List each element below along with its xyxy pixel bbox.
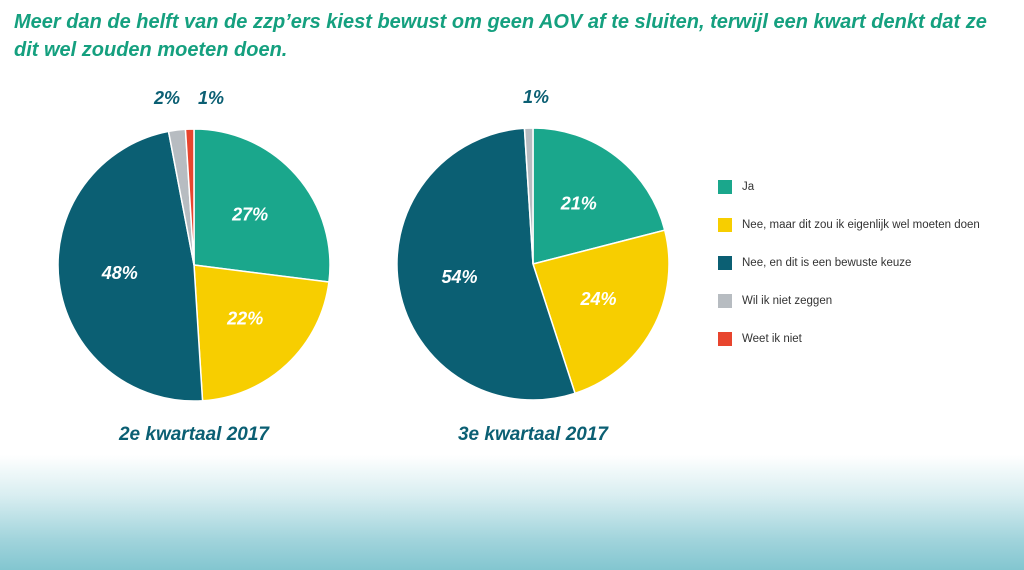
- pie-slice: [396, 127, 576, 401]
- chart-title: Meer dan de helft van de zzp’ers kiest b…: [14, 11, 987, 61]
- legend-swatch: [718, 180, 732, 194]
- legend-label: Nee, maar dit zou ik eigenlijk wel moete…: [742, 219, 980, 231]
- legend-label: Nee, en dit is een bewuste keuze: [742, 257, 912, 269]
- legend-item-nee-bewust: Nee, en dit is een bewuste keuze: [718, 244, 1018, 282]
- slice-label: 22%: [226, 308, 263, 328]
- legend-item-wil-niet: Wil ik niet zeggen: [718, 282, 1018, 320]
- legend-item-ja: Ja: [718, 168, 1018, 206]
- pie-slice: [184, 128, 195, 266]
- slice-label: 2%: [153, 88, 180, 108]
- legend-swatch: [718, 218, 732, 232]
- pie-slice: [532, 127, 666, 265]
- legend: Ja Nee, maar dit zou ik eigenlijk wel mo…: [718, 168, 1018, 358]
- legend-swatch: [718, 256, 732, 270]
- background-band: [0, 455, 1024, 570]
- pie-slice: [193, 128, 331, 283]
- slice-label: 1%: [523, 87, 549, 107]
- pie-slice: [523, 127, 534, 265]
- slice-label: 27%: [231, 204, 268, 224]
- legend-label: Ja: [742, 181, 755, 193]
- slice-label: 54%: [441, 267, 477, 287]
- pie-slice: [532, 229, 670, 395]
- pie-caption: 3e kwartaal 2017: [458, 424, 609, 445]
- legend-item-weet-niet: Weet ik niet: [718, 320, 1018, 358]
- legend-label: Weet ik niet: [742, 333, 802, 345]
- legend-swatch: [718, 294, 732, 308]
- slice-label: 1%: [198, 88, 224, 108]
- slice-label: 48%: [101, 263, 138, 283]
- legend-swatch: [718, 332, 732, 346]
- legend-item-nee-moeten: Nee, maar dit zou ik eigenlijk wel moete…: [718, 206, 1018, 244]
- pie-slice: [57, 130, 204, 402]
- slice-label: 21%: [560, 194, 597, 214]
- pie-caption: 2e kwartaal 2017: [118, 424, 270, 445]
- legend-label: Wil ik niet zeggen: [742, 295, 833, 307]
- pie-slice: [193, 264, 330, 402]
- slice-label: 24%: [579, 289, 616, 309]
